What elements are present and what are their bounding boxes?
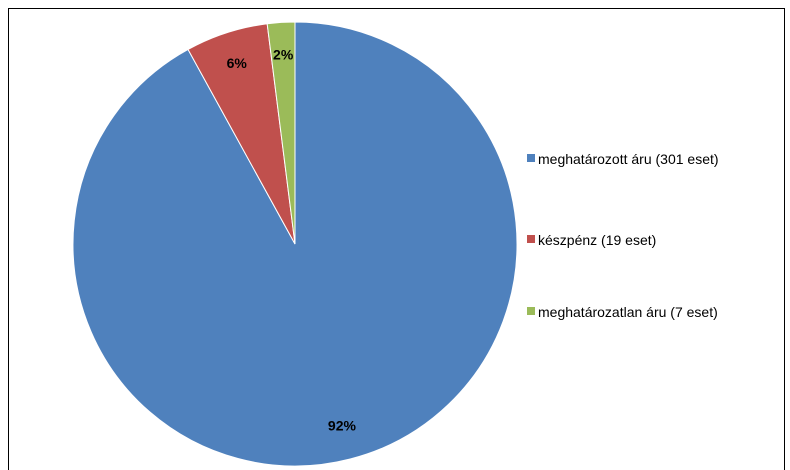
- legend-item: készpénz (19 eset): [527, 231, 777, 250]
- legend-label: meghatározatlan áru (7 eset): [538, 304, 718, 320]
- legend-item: meghatározatlan áru (7 eset): [527, 303, 777, 322]
- data-label: 6%: [227, 55, 248, 71]
- data-label: 2%: [273, 46, 294, 62]
- legend-swatch: [527, 307, 535, 315]
- legend-label: meghatározott áru (301 eset): [538, 151, 719, 167]
- data-label: 92%: [328, 417, 357, 433]
- pie-slice: [266, 21, 296, 245]
- legend-swatch: [527, 154, 535, 162]
- legend-label: készpénz (19 eset): [538, 232, 657, 248]
- chart-border: [8, 8, 785, 470]
- legend-item: meghatározott áru (301 eset): [527, 150, 777, 169]
- legend-swatch: [527, 235, 535, 243]
- pie-slice: [72, 21, 518, 467]
